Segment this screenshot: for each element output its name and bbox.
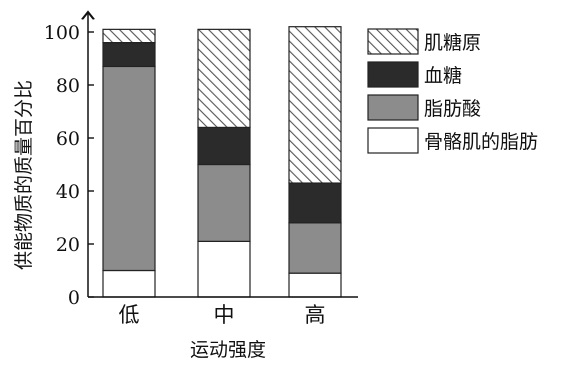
- bar-segment-1-3: [102, 41, 156, 68]
- x-axis-label: 运动强度: [190, 339, 266, 361]
- legend-swatch: [367, 28, 419, 55]
- bar-segment-3-3: [288, 182, 342, 224]
- bar-segment-3-4: [288, 26, 342, 184]
- legend-label: 骨骼肌的脂肪: [424, 131, 538, 153]
- bar-segment-2-3: [197, 126, 251, 166]
- axes: [88, 12, 358, 298]
- legend-swatch: [367, 127, 419, 154]
- y-tick-label: 0: [68, 287, 80, 309]
- y-tick-label: 40: [56, 181, 80, 203]
- legend-label: 血糖: [424, 65, 462, 87]
- legend-swatch: [367, 61, 419, 88]
- bar-segment-3-1: [288, 272, 342, 298]
- y-tick-label: 100: [44, 22, 80, 44]
- legend-label: 脂肪酸: [424, 98, 481, 120]
- y-ticks: 0 20 40 60 80 100: [44, 22, 94, 309]
- x-tick-label: 低: [119, 303, 140, 327]
- bars: [102, 26, 342, 298]
- x-tick-label: 中: [214, 303, 235, 327]
- bar-segment-2-4: [197, 28, 251, 129]
- x-tick-label: 高: [305, 303, 326, 327]
- y-tick-label: 20: [56, 234, 80, 256]
- bar-segment-3-2: [288, 222, 342, 274]
- bar-segment-1-4: [102, 28, 156, 44]
- legend-label: 肌糖原: [424, 32, 481, 54]
- bar-segment-2-1: [197, 240, 251, 298]
- bar-segment-2-2: [197, 163, 251, 242]
- x-ticks: 低中高: [119, 303, 326, 327]
- bar-segment-1-2: [102, 65, 156, 272]
- y-axis-label: 供能物质的质量百分比: [13, 80, 35, 270]
- y-tick-label: 60: [56, 128, 80, 150]
- legend-swatch: [367, 94, 419, 121]
- bar-segment-1-1: [102, 269, 156, 298]
- y-tick-label: 80: [56, 75, 80, 97]
